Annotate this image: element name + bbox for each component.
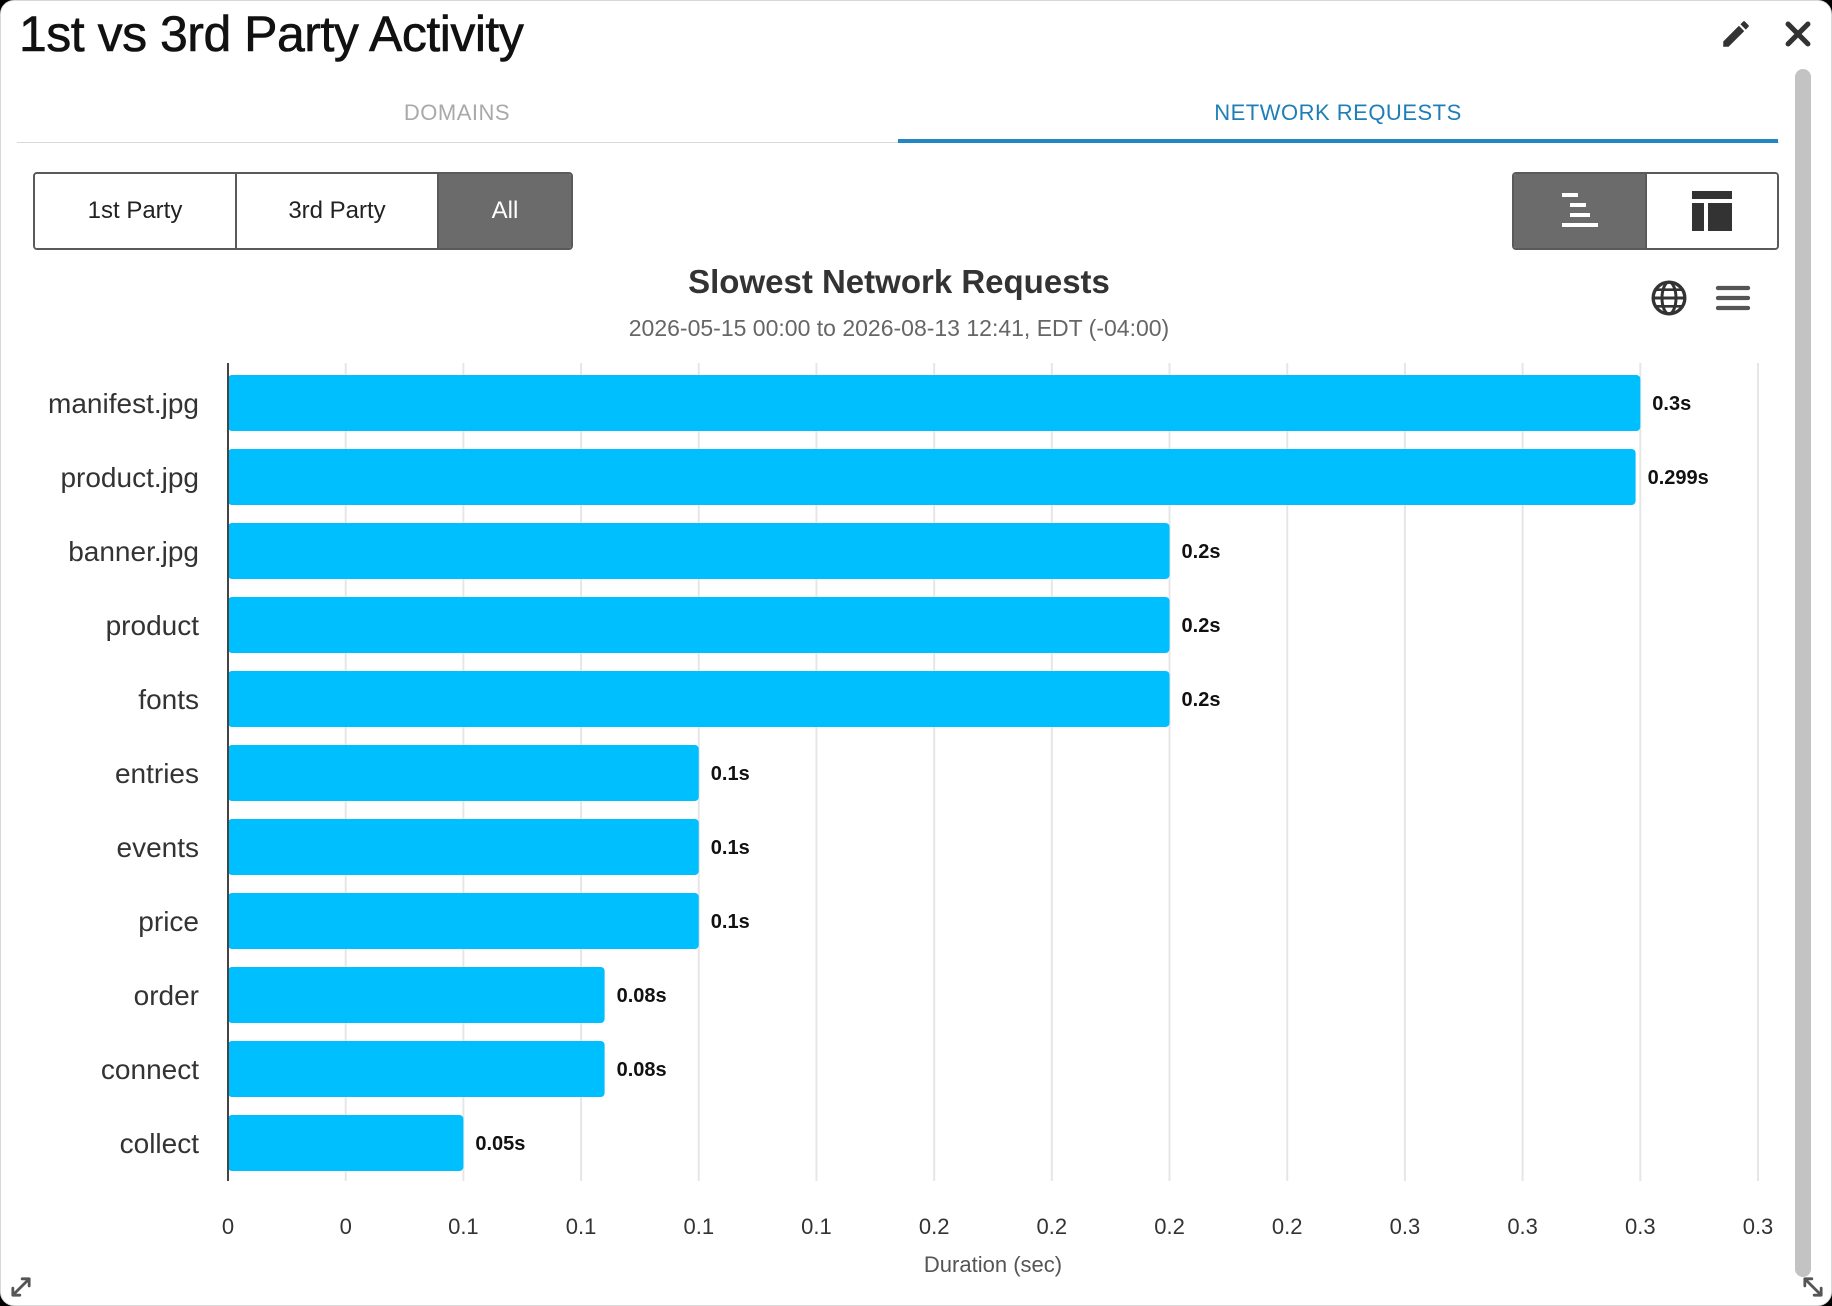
data-label: 0.1s: [711, 837, 750, 859]
x-tick-label: 0: [340, 1214, 352, 1239]
globe-icon[interactable]: [1649, 278, 1689, 318]
close-icon[interactable]: [1781, 17, 1815, 51]
x-tick-label: 0.3: [1743, 1214, 1774, 1239]
category-label: connect: [101, 1054, 199, 1085]
data-label: 0.2s: [1182, 615, 1221, 637]
x-tick-label: 0.3: [1390, 1214, 1421, 1239]
table-view-button[interactable]: [1645, 174, 1777, 248]
widget-title: 1st vs 3rd Party Activity: [19, 6, 524, 63]
data-label: 0.2s: [1182, 689, 1221, 711]
bar: [228, 597, 1170, 653]
x-tick-label: 0.2: [1037, 1214, 1068, 1239]
bar-chart: manifest.jpg 0.3s product.jpg 0.299s banner.…: [48, 363, 1774, 1277]
data-label: 0.2s: [1182, 541, 1221, 563]
category-label: events: [117, 832, 200, 863]
category-label: banner.jpg: [68, 536, 199, 567]
tab-network-requests[interactable]: NETWORK REQUESTS: [898, 87, 1778, 143]
data-label: 0.05s: [475, 1133, 525, 1155]
category-label: price: [138, 906, 199, 937]
x-tick-label: 0.2: [919, 1214, 950, 1239]
table-layout-icon: [1692, 191, 1732, 231]
category-label: entries: [115, 758, 199, 789]
filter-all-button[interactable]: All: [439, 174, 571, 248]
bar: [228, 671, 1170, 727]
category-label: order: [134, 980, 199, 1011]
resize-handle-left-icon[interactable]: [7, 1273, 35, 1301]
bar: [228, 523, 1170, 579]
chart-title: Slowest Network Requests: [688, 263, 1110, 300]
tab-bar: DOMAINS NETWORK REQUESTS: [17, 87, 1779, 143]
x-tick-label: 0: [222, 1214, 234, 1239]
filter-1st-party-button[interactable]: 1st Party: [35, 174, 237, 248]
bar: [228, 967, 605, 1023]
x-axis-title: Duration (sec): [924, 1252, 1062, 1277]
resize-handle-right-icon[interactable]: [1799, 1273, 1827, 1301]
view-toggle: [1512, 172, 1779, 250]
x-tick-label: 0.2: [1272, 1214, 1303, 1239]
x-tick-label: 0.1: [801, 1214, 832, 1239]
bar: [228, 1115, 464, 1171]
x-tick-label: 0.2: [1154, 1214, 1185, 1239]
bar: [228, 375, 1641, 431]
pencil-icon[interactable]: [1719, 17, 1753, 51]
bar: [228, 819, 699, 875]
x-tick-label: 0.1: [448, 1214, 479, 1239]
data-label: 0.08s: [617, 1059, 667, 1081]
category-label: collect: [120, 1128, 200, 1159]
data-label: 0.3s: [1652, 393, 1691, 415]
x-tick-label: 0.1: [566, 1214, 597, 1239]
bar: [228, 893, 699, 949]
scrollbar-thumb[interactable]: [1795, 69, 1811, 1277]
x-tick-label: 0.3: [1625, 1214, 1656, 1239]
bar: [228, 1041, 605, 1097]
category-label: product.jpg: [60, 462, 199, 493]
category-label: manifest.jpg: [48, 388, 199, 419]
data-label: 0.1s: [711, 763, 750, 785]
category-label: fonts: [138, 684, 199, 715]
bar: [228, 745, 699, 801]
chart-view-button[interactable]: [1514, 174, 1645, 248]
data-label: 0.08s: [617, 985, 667, 1007]
data-label: 0.299s: [1648, 467, 1709, 489]
hamburger-menu-icon[interactable]: [1713, 278, 1753, 318]
tab-domains[interactable]: DOMAINS: [403, 100, 511, 125]
chart-subtitle: 2026-05-15 00:00 to 2026-08-13 12:41, ED…: [628, 315, 1170, 341]
x-tick-label: 0.3: [1507, 1214, 1538, 1239]
category-label: product: [106, 610, 200, 641]
party-filter: 1st Party 3rd Party All: [33, 172, 573, 250]
waterfall-chart-icon: [1561, 193, 1598, 227]
filter-3rd-party-button[interactable]: 3rd Party: [237, 174, 439, 248]
x-tick-label: 0.1: [683, 1214, 714, 1239]
bar: [228, 449, 1636, 505]
data-label: 0.1s: [711, 911, 750, 933]
